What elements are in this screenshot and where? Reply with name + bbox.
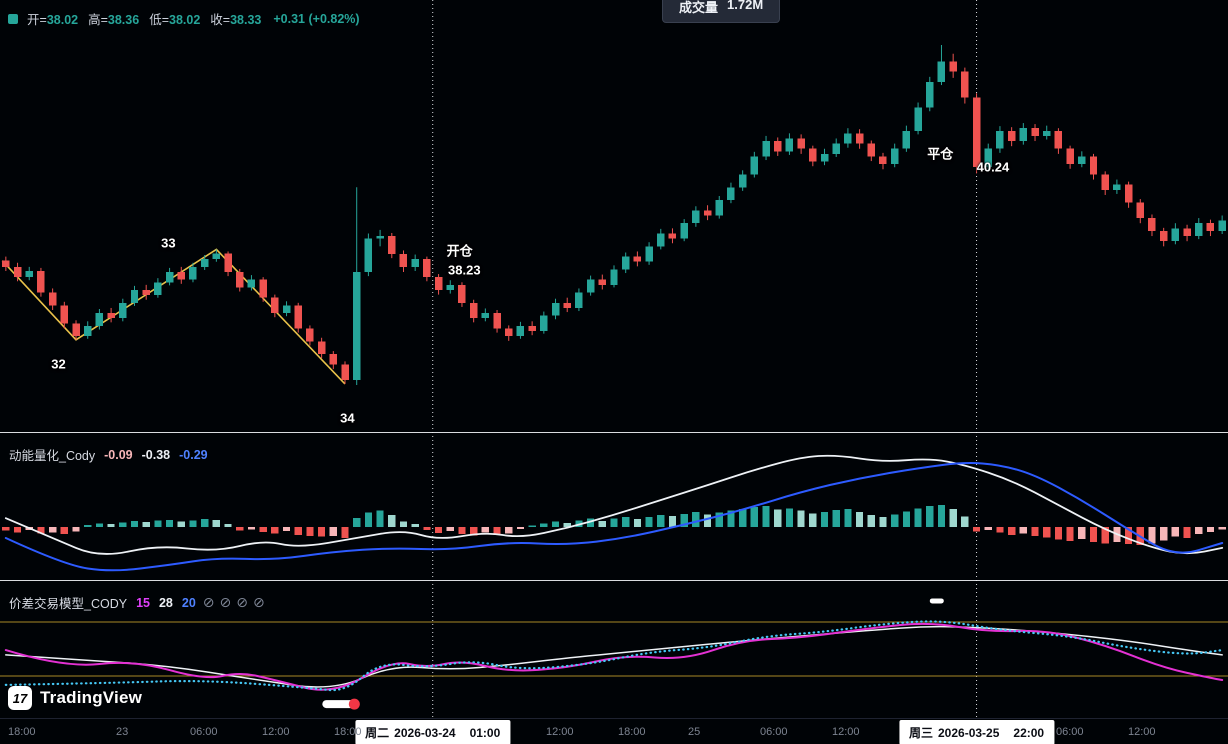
disabled-param-icon[interactable]: ⊘: [253, 594, 265, 610]
zigzag-line: [1, 248, 346, 385]
indicator2-param-3: 20: [181, 595, 196, 610]
indicator1-pane: [2, 454, 1226, 572]
time-axis-label: 12:00: [1128, 726, 1156, 738]
indicator1-title[interactable]: 动能量化_Cody: [9, 449, 96, 463]
volume-label: 成交量: [679, 0, 719, 15]
close-value: 38.33: [230, 13, 262, 27]
tradingview-logo[interactable]: 17 TradingView: [8, 686, 142, 710]
indicator2-title[interactable]: 价差交易模型_CODY: [9, 597, 128, 611]
crosshair-date-label-2: 周三 2026-03-25 22:00: [898, 720, 1055, 744]
time-axis-label: 18:00: [8, 726, 36, 738]
close-label: 收=: [210, 13, 231, 27]
series-color-icon: [8, 13, 18, 24]
date-time: 01:00: [469, 725, 501, 740]
ohlc-high: 高=38.36: [88, 9, 139, 28]
ohlc-legend: 开=38.02 高=38.36 低=38.02 收=38.33 +0.31 (+…: [8, 9, 360, 28]
disabled-param-icon[interactable]: ⊘: [219, 594, 232, 610]
disabled-param-icon[interactable]: ⊘: [202, 594, 215, 610]
price-change: +0.31 (+0.82%): [273, 11, 360, 26]
low-label: 低=: [149, 13, 169, 27]
date-day: 周二: [365, 726, 390, 740]
time-axis-label: 12:00: [832, 726, 860, 738]
ohlc-low: 低=38.02: [149, 9, 200, 28]
volume-value: 1.72M: [727, 0, 764, 12]
tradingview-logo-icon: 17: [8, 686, 32, 710]
indicator2-param-1: 15: [136, 595, 150, 610]
time-axis-label: 06:00: [190, 726, 218, 738]
ohlc-open: 开=38.02: [27, 9, 78, 28]
indicator1-white-value: -0.38: [141, 447, 171, 462]
date-value: 2026-03-25: [938, 725, 1000, 740]
date-value: 2026-03-24: [394, 725, 456, 740]
session-vlines: [432, 0, 978, 718]
crosshair-date-label-1: 周二 2026-03-24 01:00: [355, 720, 511, 744]
indicator2-param-2: 28: [158, 595, 173, 610]
time-axis-label: 12:00: [546, 726, 574, 738]
indicator1-hist-value: -0.09: [104, 447, 133, 462]
indicator2-pane: [0, 598, 1228, 710]
disabled-param-icon[interactable]: ⊘: [236, 594, 248, 610]
indicator2-legend: 价差交易模型_CODY 15 28 20 ⊘ ⊘ ⊘ ⊘: [9, 593, 265, 612]
time-axis-label: 18:00: [618, 726, 646, 738]
candles: [2, 45, 1226, 385]
time-axis-label: 06:00: [1056, 726, 1084, 738]
time-axis-label: 06:00: [760, 726, 788, 738]
indicator1-legend: 动能量化_Cody -0.09 -0.38 -0.29: [9, 445, 208, 464]
volume-tooltip: 成交量 1.72M: [662, 0, 781, 23]
date-day: 周三: [908, 726, 934, 740]
high-value: 38.36: [107, 13, 140, 27]
time-axis-label: 12:00: [262, 726, 290, 738]
indicator1-blue-value: -0.29: [179, 447, 208, 462]
tradingview-logo-text: TradingView: [40, 688, 143, 707]
low-value: 38.02: [169, 13, 201, 27]
time-axis-label: 23: [116, 726, 129, 738]
high-label: 高=: [88, 13, 108, 27]
pane-separators: [0, 432, 1228, 719]
open-value: 38.02: [46, 13, 79, 27]
time-axis-label: 25: [688, 726, 701, 738]
date-time: 22:00: [1013, 725, 1045, 740]
open-label: 开=: [27, 13, 47, 27]
time-axis[interactable]: 周二 2026-03-24 01:00 周三 2026-03-25 22:00 …: [0, 718, 1228, 744]
ohlc-close: 收=38.33: [210, 9, 261, 28]
time-axis-label: 18:00: [334, 726, 362, 738]
